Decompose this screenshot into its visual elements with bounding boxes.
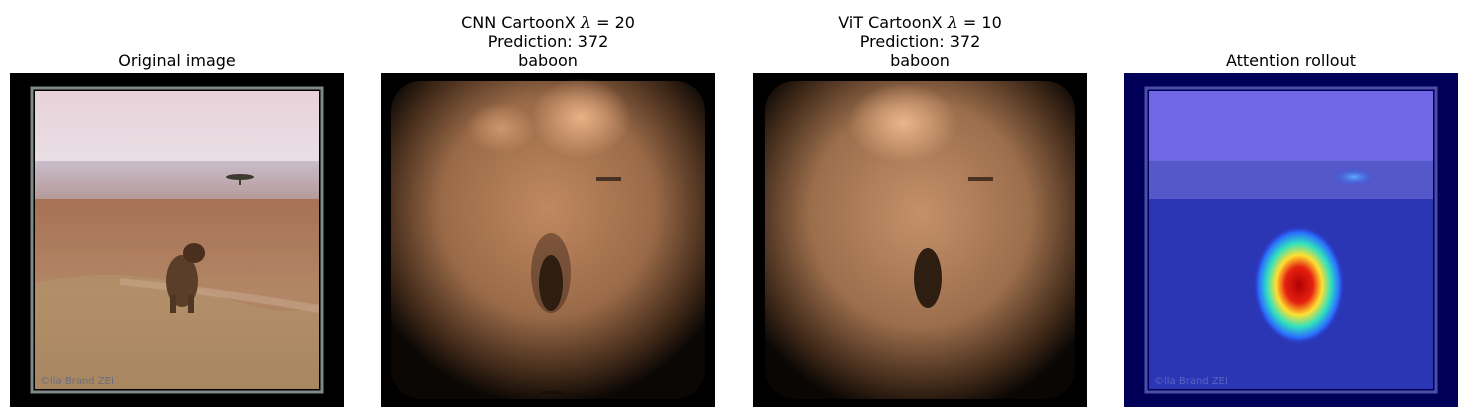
panel-cnn-cartoonx: CNN CartoonX λ = 20 Prediction: 372 babo… bbox=[381, 0, 715, 417]
panel-original: Original image ©lla Brand ZE bbox=[10, 0, 344, 417]
original-image: ©lla Brand ZEI bbox=[10, 73, 344, 407]
lion-figure bbox=[166, 243, 205, 313]
watermark: ©lla Brand ZEI bbox=[1154, 376, 1228, 387]
panel-title: ViT CartoonX λ = 10 Prediction: 372 babo… bbox=[753, 13, 1087, 70]
title-line-1: CNN CartoonX λ = 20 bbox=[461, 13, 635, 32]
panel-vit-cartoonx: ViT CartoonX λ = 10 Prediction: 372 babo… bbox=[753, 0, 1087, 417]
attention-rollout-map: ©lla Brand ZEI bbox=[1124, 73, 1458, 407]
cnn-cartoonx-explanation bbox=[381, 73, 715, 407]
panel-title: CNN CartoonX λ = 20 Prediction: 372 babo… bbox=[381, 13, 715, 70]
panel-attention-rollout: Attention rollout ©lla Brand ZEI bbox=[1124, 0, 1458, 417]
watermark: ©lla Brand ZEI bbox=[40, 376, 114, 387]
panel-title: Original image bbox=[118, 51, 236, 70]
panel-title: Attention rollout bbox=[1225, 51, 1357, 70]
title-line-1: ViT CartoonX λ = 10 bbox=[838, 13, 1002, 32]
vit-cartoonx-explanation bbox=[753, 73, 1087, 407]
